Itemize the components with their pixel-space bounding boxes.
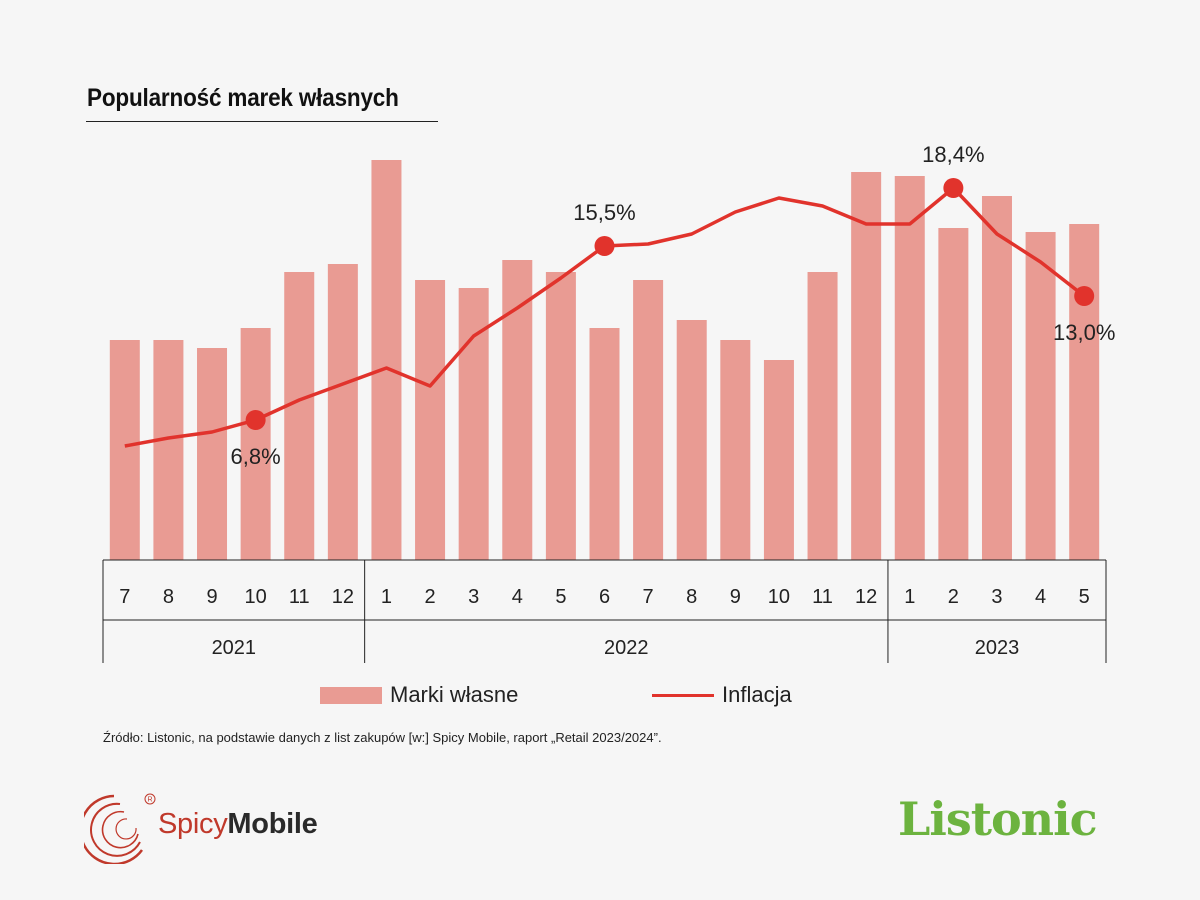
- x-tick-label: 12: [332, 586, 354, 608]
- svg-text:R: R: [147, 797, 152, 804]
- bar: [240, 328, 271, 560]
- x-tick-label: 7: [119, 586, 130, 608]
- bar: [153, 340, 184, 560]
- inflation-point: [943, 178, 964, 198]
- data-label: 15,5%: [573, 200, 635, 225]
- bar: [807, 272, 838, 560]
- x-tick-label: 5: [555, 586, 566, 608]
- x-tick-label: 7: [643, 586, 654, 608]
- x-tick-label: 3: [991, 586, 1002, 608]
- bar: [633, 280, 664, 560]
- x-tick-label: 8: [163, 586, 174, 608]
- bar: [458, 288, 489, 560]
- listonic-logo: Listonic: [898, 792, 1098, 846]
- x-tick-label: 1: [904, 586, 915, 608]
- bar: [502, 260, 533, 560]
- spicy-logo-text-bold: Mobile: [227, 808, 318, 840]
- spicy-logo-text-light: Spicy: [158, 808, 228, 840]
- legend-item-line: Inflacja: [652, 682, 792, 708]
- bar: [589, 328, 620, 560]
- x-tick-label: 4: [512, 586, 523, 608]
- chart-title: Popularność marek własnych: [87, 84, 399, 112]
- bar: [109, 340, 140, 560]
- spicy-mobile-logo-text: SpicyMobile: [158, 808, 318, 841]
- bar: [720, 340, 751, 560]
- data-label: 6,8%: [231, 444, 281, 469]
- x-tick-label: 9: [206, 586, 217, 608]
- bar: [981, 196, 1012, 560]
- title-underline: [86, 121, 438, 122]
- bar: [763, 360, 794, 560]
- x-tick-label: 6: [599, 586, 610, 608]
- x-tick-label: 5: [1079, 586, 1090, 608]
- x-tick-label: 4: [1035, 586, 1046, 608]
- legend-swatch-bars: [320, 686, 382, 704]
- inflation-point: [1074, 286, 1095, 306]
- bar: [894, 176, 925, 560]
- x-tick-label: 8: [686, 586, 697, 608]
- x-tick-label: 9: [730, 586, 741, 608]
- inflation-point: [245, 410, 266, 430]
- legend-item-bars: Marki własne: [320, 682, 518, 708]
- spicy-mobile-logo-icon: R: [84, 793, 156, 864]
- year-label: 2021: [212, 637, 257, 659]
- x-tick-label: 11: [289, 586, 310, 608]
- year-label: 2023: [975, 637, 1020, 659]
- bar: [676, 320, 707, 560]
- data-label: 13,0%: [1053, 320, 1115, 345]
- bar: [545, 272, 576, 560]
- inflation-point: [594, 236, 615, 256]
- x-tick-label: 10: [768, 586, 790, 608]
- bar: [415, 280, 446, 560]
- bar: [371, 160, 402, 560]
- bar: [284, 272, 315, 560]
- x-tick-label: 11: [812, 586, 833, 608]
- x-tick-label: 12: [855, 586, 877, 608]
- bar: [197, 348, 228, 560]
- x-tick-label: 10: [245, 586, 267, 608]
- x-tick-label: 2: [425, 586, 436, 608]
- bar: [851, 172, 882, 560]
- bar: [1069, 224, 1100, 560]
- bar: [327, 264, 358, 560]
- bar: [1025, 232, 1056, 560]
- x-tick-label: 1: [381, 586, 392, 608]
- x-tick-label: 2: [948, 586, 959, 608]
- x-tick-label: 3: [468, 586, 479, 608]
- year-label: 2022: [604, 637, 649, 659]
- data-label: 18,4%: [922, 142, 984, 167]
- legend-label-bars: Marki własne: [390, 682, 519, 707]
- legend-swatch-line: [652, 693, 714, 697]
- source-note: Źródło: Listonic, na podstawie danych z …: [103, 730, 662, 745]
- bar: [938, 228, 969, 560]
- legend-label-line: Inflacja: [722, 682, 792, 707]
